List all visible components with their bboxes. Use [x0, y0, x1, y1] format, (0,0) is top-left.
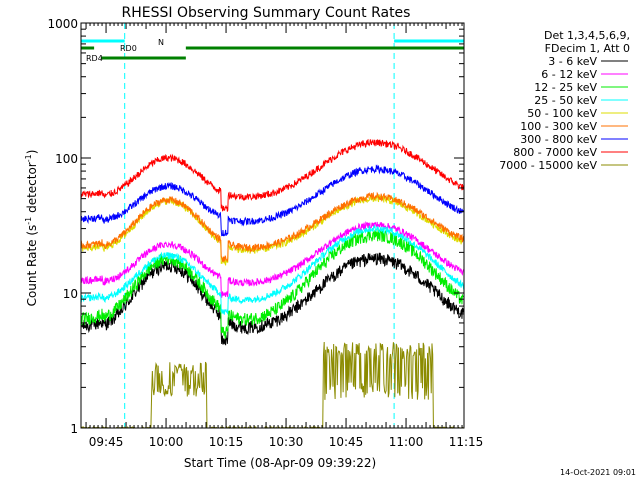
- legend-label: 50 - 100 keV: [527, 107, 597, 120]
- legend-label: 6 - 12 keV: [541, 68, 597, 81]
- series-line: [80, 224, 465, 315]
- flag-label: RD4: [86, 54, 103, 63]
- legend-header-2: FDecim 1, Att 0: [545, 42, 630, 55]
- x-tick-label: 09:45: [89, 435, 124, 449]
- flag-bars: N RD0 RD4: [81, 38, 464, 63]
- series-line: [80, 341, 464, 429]
- y-axis-label-sup1: -1: [24, 217, 33, 225]
- x-tick-label: 10:30: [269, 435, 304, 449]
- x-axis-ticks: 09:45 10:00 10:15 10:30 10:45 11:00 11:15: [85, 23, 484, 449]
- y-axis-label: Count Rate (s-1 detector-1): [24, 150, 39, 307]
- legend-label: 3 - 6 keV: [548, 55, 597, 68]
- flag-label: N: [158, 38, 164, 47]
- series-layer: [80, 138, 465, 429]
- x-tick-label: 10:45: [329, 435, 364, 449]
- y-axis-label-end: ): [25, 150, 39, 155]
- x-tick-label: 11:15: [449, 435, 484, 449]
- x-tick-label: 10:15: [209, 435, 244, 449]
- y-tick-label: 100: [55, 152, 78, 166]
- y-tick-label: 1000: [47, 17, 78, 31]
- chart-title: RHESSI Observing Summary Count Rates: [122, 5, 411, 21]
- x-axis-label: Start Time (08-Apr-09 09:39:22): [184, 456, 376, 470]
- legend-label: 25 - 50 keV: [534, 94, 597, 107]
- legend-label: 12 - 25 keV: [534, 81, 597, 94]
- y-axis-label-main: Count Rate (s: [25, 225, 39, 307]
- flag-label: RD0: [120, 44, 137, 53]
- y-axis-label-sup2: -1: [24, 154, 33, 162]
- legend: Det 1,3,4,5,6,9, FDecim 1, Att 0 3 - 6 k…: [499, 29, 630, 172]
- series-line: [80, 193, 465, 266]
- legend-header-1: Det 1,3,4,5,6,9,: [544, 29, 630, 42]
- y-tick-label: 1: [70, 422, 78, 436]
- legend-label: 7000 - 15000 keV: [499, 159, 597, 172]
- y-axis-label-mid: detector: [25, 162, 39, 217]
- series-line: [80, 252, 465, 346]
- series-line: [80, 191, 465, 263]
- series-line: [80, 164, 465, 237]
- x-tick-label: 11:00: [389, 435, 424, 449]
- legend-label: 300 - 800 keV: [520, 133, 597, 146]
- plot-area: N RD0 RD4 1 10 100 1000 09:45 10:00 10:15 10:30 1…: [47, 17, 483, 449]
- legend-label: 800 - 7000 keV: [513, 146, 597, 159]
- series-line: [80, 221, 465, 298]
- series-line: [80, 138, 465, 212]
- legend-label: 100 - 300 keV: [520, 120, 597, 133]
- y-tick-label: 10: [63, 287, 78, 301]
- series-line: [80, 229, 464, 340]
- plot-frame: [80, 22, 465, 429]
- x-tick-label: 10:00: [149, 435, 184, 449]
- footer-stamp: 14-Oct-2021 09:01: [560, 468, 636, 477]
